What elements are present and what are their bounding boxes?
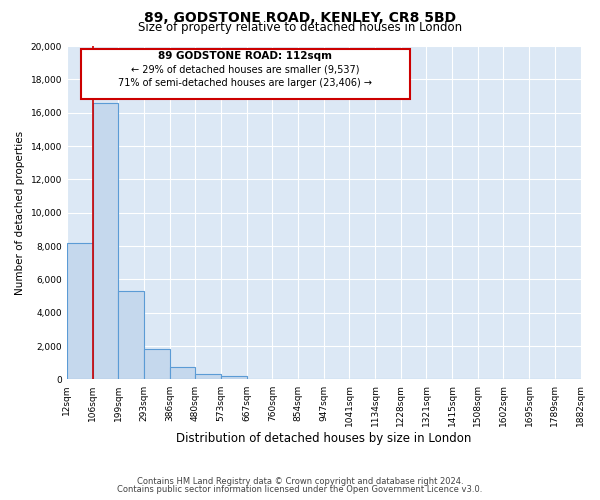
- Text: 89 GODSTONE ROAD: 112sqm: 89 GODSTONE ROAD: 112sqm: [158, 51, 332, 61]
- Y-axis label: Number of detached properties: Number of detached properties: [15, 130, 25, 295]
- Text: 71% of semi-detached houses are larger (23,406) →: 71% of semi-detached houses are larger (…: [118, 78, 373, 88]
- Bar: [221, 376, 247, 380]
- Text: ← 29% of detached houses are smaller (9,537): ← 29% of detached houses are smaller (9,…: [131, 64, 359, 74]
- Text: Contains HM Land Registry data © Crown copyright and database right 2024.: Contains HM Land Registry data © Crown c…: [137, 477, 463, 486]
- X-axis label: Distribution of detached houses by size in London: Distribution of detached houses by size …: [176, 432, 472, 445]
- Bar: [118, 291, 144, 380]
- Bar: [144, 350, 170, 380]
- Bar: [67, 242, 92, 380]
- Text: Contains public sector information licensed under the Open Government Licence v3: Contains public sector information licen…: [118, 485, 482, 494]
- Text: Size of property relative to detached houses in London: Size of property relative to detached ho…: [138, 21, 462, 34]
- Text: 89, GODSTONE ROAD, KENLEY, CR8 5BD: 89, GODSTONE ROAD, KENLEY, CR8 5BD: [144, 11, 456, 25]
- Bar: [196, 374, 221, 380]
- FancyBboxPatch shape: [81, 48, 410, 100]
- Bar: [170, 367, 196, 380]
- Bar: [92, 102, 118, 380]
